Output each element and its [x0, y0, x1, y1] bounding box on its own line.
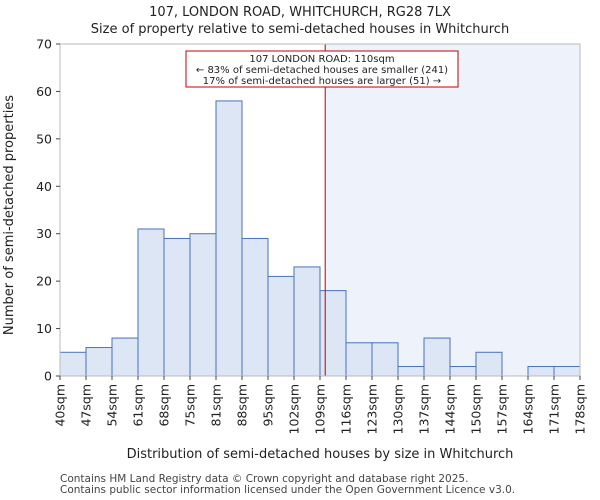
chart-subtitle: Size of property relative to semi-detach… — [91, 22, 509, 37]
x-tick-label: 54sqm — [105, 384, 120, 427]
y-tick-label: 70 — [36, 37, 52, 52]
x-tick-label: 130sqm — [391, 384, 406, 434]
annotation-line-3: 17% of semi-detached houses are larger (… — [203, 76, 441, 87]
x-tick-label: 123sqm — [365, 384, 380, 434]
larger-properties-region — [325, 44, 580, 376]
y-axis-label: Number of semi-detached properties — [2, 95, 17, 335]
y-tick-label: 50 — [36, 131, 52, 146]
bar-109sqm — [319, 290, 347, 377]
x-tick-label: 68sqm — [157, 384, 172, 427]
x-tick-label: 75sqm — [183, 384, 198, 427]
x-tick-label: 47sqm — [79, 384, 94, 427]
x-tick-label: 40sqm — [53, 384, 68, 427]
bar-47sqm — [85, 347, 113, 377]
bar-54sqm — [111, 337, 139, 377]
y-tick-label: 60 — [36, 84, 52, 99]
bar-164sqm — [527, 366, 555, 377]
bar-81sqm — [215, 100, 243, 377]
x-tick-label: 150sqm — [469, 384, 484, 434]
y-ticks: 0 10 20 30 40 50 60 70 — [36, 37, 60, 384]
bar-68sqm — [163, 237, 191, 377]
x-tick-label: 61sqm — [131, 384, 146, 427]
annotation-box: 107 LONDON ROAD: 110sqm ← 83% of semi-de… — [185, 50, 459, 88]
chart-title: 107, LONDON ROAD, WHITCHURCH, RG28 7LX — [149, 5, 451, 20]
x-tick-label: 95sqm — [261, 384, 276, 427]
x-tick-label: 178sqm — [573, 384, 588, 434]
x-tick-label: 137sqm — [417, 384, 432, 434]
bar-137sqm — [423, 337, 451, 377]
y-tick-label: 10 — [36, 321, 52, 336]
y-tick-label: 40 — [36, 179, 52, 194]
footer-line-2: Contains public sector information licen… — [60, 484, 516, 496]
bar-116sqm — [345, 342, 373, 377]
x-tick-label: 144sqm — [443, 384, 458, 434]
x-tick-label: 88sqm — [235, 384, 250, 427]
bar-171sqm — [553, 366, 581, 377]
x-ticks: 40sqm 47sqm 54sqm 61sqm 68sqm 75sqm 81sqm 88sqm… — [53, 376, 588, 434]
x-tick-label: 109sqm — [313, 384, 328, 434]
x-tick-label: 102sqm — [287, 384, 302, 434]
bars — [59, 100, 581, 377]
bar-102sqm — [293, 266, 321, 377]
annotation-line-2: ← 83% of semi-detached houses are smalle… — [196, 65, 448, 76]
bar-95sqm — [267, 275, 295, 377]
bar-75sqm — [189, 233, 217, 377]
x-tick-label: 81sqm — [209, 384, 224, 427]
bar-123sqm — [371, 342, 399, 377]
bar-130sqm — [397, 366, 425, 377]
x-axis-label: Distribution of semi-detached houses by … — [127, 447, 514, 462]
bar-88sqm — [241, 237, 269, 377]
bar-144sqm — [449, 366, 477, 377]
y-tick-label: 30 — [36, 226, 52, 241]
bar-40sqm — [59, 351, 87, 377]
annotation-line-1: 107 LONDON ROAD: 110sqm — [249, 54, 394, 65]
x-tick-label: 157sqm — [495, 384, 510, 434]
x-tick-label: 116sqm — [339, 384, 354, 434]
bar-61sqm — [137, 228, 165, 377]
x-tick-label: 171sqm — [547, 384, 562, 434]
bar-150sqm — [475, 351, 503, 377]
footer-line-1: Contains HM Land Registry data © Crown c… — [60, 473, 469, 485]
y-tick-label: 20 — [36, 274, 52, 289]
y-tick-label: 0 — [44, 369, 52, 384]
x-tick-label: 164sqm — [521, 384, 536, 434]
